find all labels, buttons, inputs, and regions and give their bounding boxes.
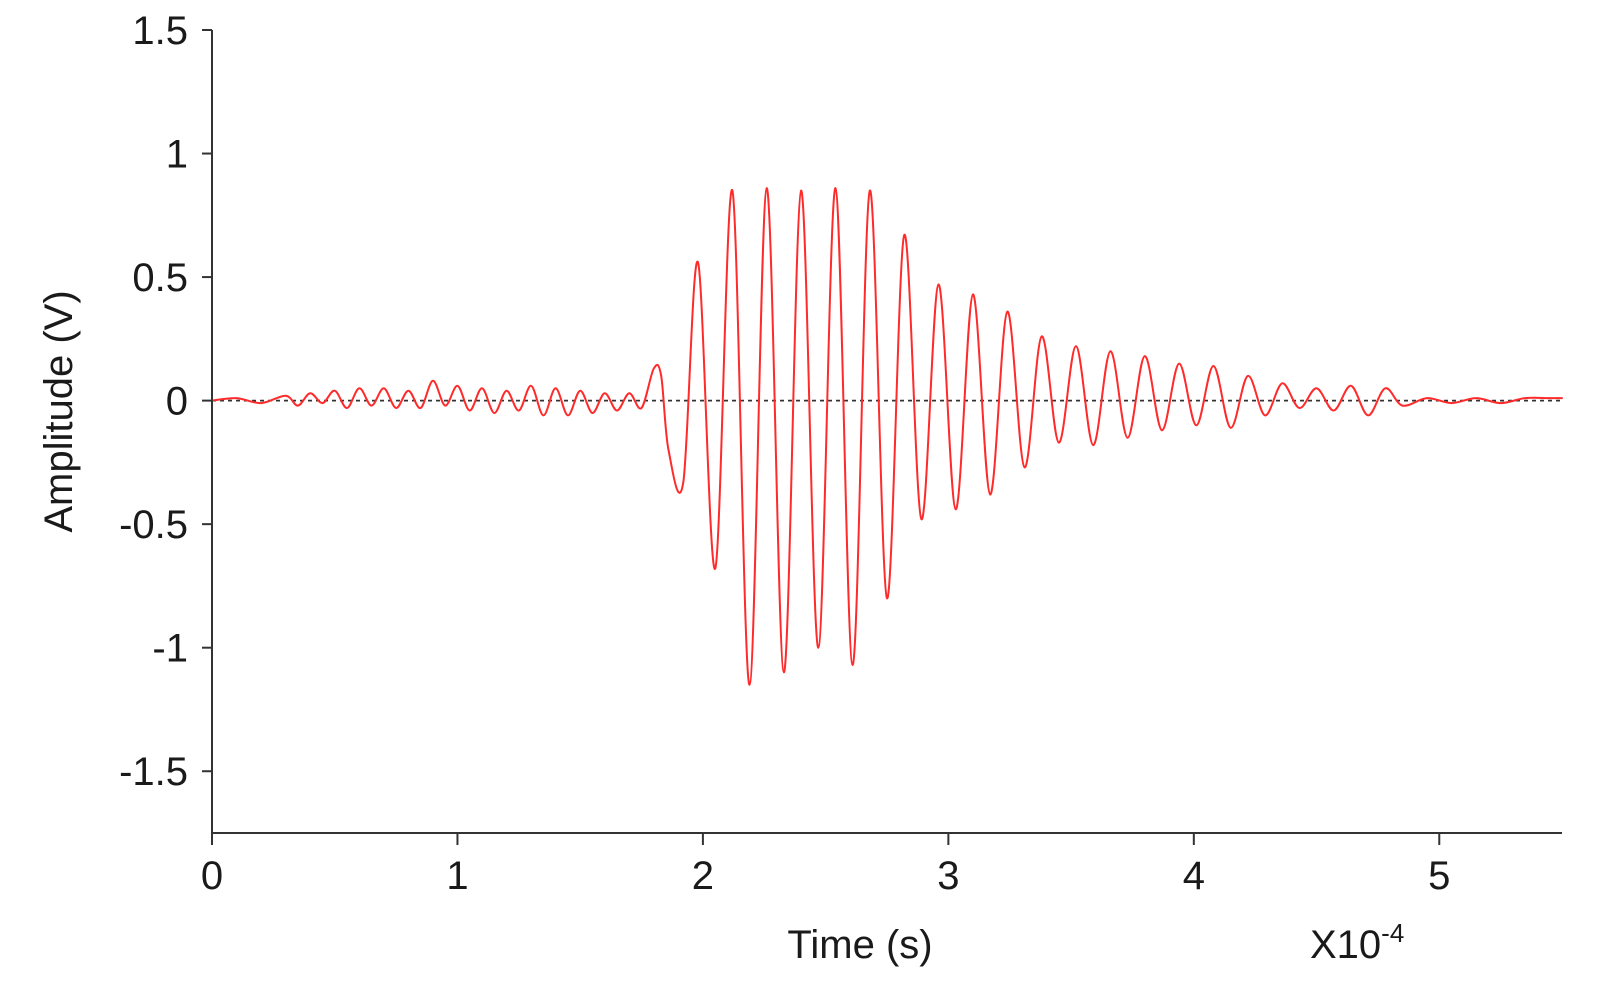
x-tick-label: 4: [1183, 854, 1205, 898]
y-tick-label: 1.5: [132, 9, 188, 53]
x-tick-label: 0: [201, 854, 223, 898]
y-axis-title: Amplitude (V): [37, 290, 81, 532]
x-axis-ticks: 0 1 2 3 4 5: [201, 833, 1450, 898]
y-tick-label: -1: [152, 627, 188, 671]
y-tick-label: 1: [166, 133, 188, 177]
x-axis-title: Time (s): [787, 923, 932, 967]
signal-series-line: [211, 187, 1563, 686]
x-tick-label: 1: [446, 854, 468, 898]
x-multiplier-exponent: -4: [1381, 918, 1404, 948]
x-tick-label: 3: [937, 854, 959, 898]
y-tick-label: 0.5: [132, 256, 188, 300]
y-axis-ticks: 1.5 1 0.5 0 -0.5 -1 -1.5: [119, 9, 212, 794]
y-tick-label: -1.5: [119, 750, 188, 794]
x-axis-multiplier: X10-4: [1310, 918, 1404, 967]
x-tick-label: 2: [692, 854, 714, 898]
y-tick-label: -0.5: [119, 503, 188, 547]
x-multiplier-base: X10: [1310, 923, 1381, 967]
x-tick-label: 5: [1428, 854, 1450, 898]
y-tick-label: 0: [166, 380, 188, 424]
